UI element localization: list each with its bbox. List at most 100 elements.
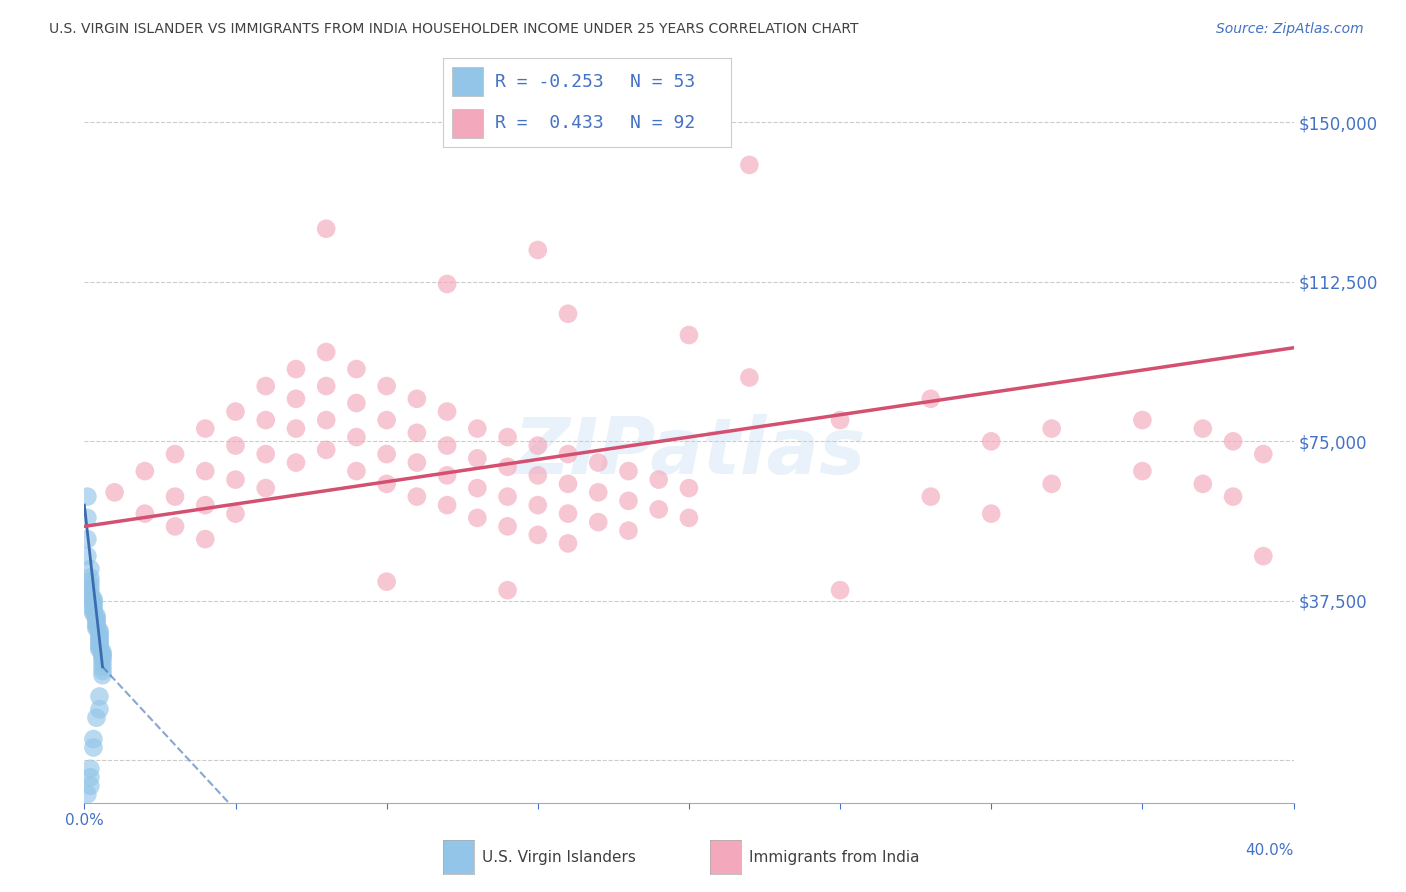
Point — [830, 583, 852, 598]
Point — [76, 787, 98, 801]
Point — [82, 607, 104, 621]
Point — [346, 430, 368, 444]
Point — [86, 622, 108, 636]
Point — [79, 562, 101, 576]
Point — [1040, 476, 1063, 491]
Point — [1222, 490, 1244, 504]
Point — [557, 447, 579, 461]
Point — [91, 668, 114, 682]
Point — [86, 711, 108, 725]
Point — [648, 473, 671, 487]
Point — [436, 498, 458, 512]
Point — [527, 243, 550, 257]
Point — [406, 490, 429, 504]
Point — [82, 740, 104, 755]
Point — [375, 413, 398, 427]
Point — [89, 624, 111, 638]
Point — [86, 615, 108, 629]
Point — [89, 690, 111, 704]
Point — [1253, 447, 1275, 461]
Point — [79, 583, 101, 598]
Point — [1253, 549, 1275, 563]
Text: Immigrants from India: Immigrants from India — [749, 850, 920, 864]
Point — [467, 421, 489, 435]
Point — [225, 404, 247, 418]
Point — [588, 485, 610, 500]
Point — [496, 490, 519, 504]
Point — [436, 439, 458, 453]
Point — [79, 762, 101, 776]
Point — [194, 464, 217, 478]
Point — [496, 430, 519, 444]
Point — [375, 476, 398, 491]
Point — [980, 434, 1002, 449]
Point — [375, 447, 398, 461]
Point — [1192, 476, 1215, 491]
Point — [86, 611, 108, 625]
Point — [1040, 421, 1063, 435]
Point — [89, 625, 111, 640]
Point — [980, 507, 1002, 521]
Point — [467, 481, 489, 495]
Point — [104, 485, 127, 500]
Point — [76, 549, 98, 563]
Point — [89, 628, 111, 642]
Point — [194, 421, 217, 435]
Point — [89, 642, 111, 657]
Point — [285, 392, 308, 406]
Point — [89, 634, 111, 648]
Point — [678, 511, 700, 525]
Point — [79, 587, 101, 601]
Point — [91, 656, 114, 670]
Point — [315, 442, 337, 457]
Point — [86, 613, 108, 627]
Point — [406, 392, 429, 406]
Point — [79, 570, 101, 584]
Point — [496, 519, 519, 533]
Point — [496, 459, 519, 474]
Point — [527, 468, 550, 483]
Point — [436, 468, 458, 483]
Point — [194, 532, 217, 546]
Text: R = -0.253: R = -0.253 — [495, 72, 603, 91]
Point — [225, 473, 247, 487]
Point — [79, 770, 101, 784]
Text: N = 92: N = 92 — [630, 113, 696, 132]
Point — [91, 651, 114, 665]
Point — [82, 596, 104, 610]
Point — [588, 515, 610, 529]
Point — [91, 647, 114, 661]
Point — [86, 617, 108, 632]
Point — [89, 636, 111, 650]
Point — [82, 594, 104, 608]
Point — [254, 481, 277, 495]
Point — [86, 608, 108, 623]
Point — [89, 702, 111, 716]
Point — [496, 583, 519, 598]
Point — [527, 439, 550, 453]
Point — [165, 447, 187, 461]
Point — [82, 604, 104, 618]
Point — [557, 507, 579, 521]
Point — [436, 277, 458, 291]
Point — [285, 421, 308, 435]
Text: 40.0%: 40.0% — [1246, 843, 1294, 858]
Point — [134, 507, 156, 521]
Point — [86, 619, 108, 633]
Point — [315, 413, 337, 427]
Point — [91, 645, 114, 659]
Point — [315, 221, 337, 235]
Point — [89, 639, 111, 653]
Point — [678, 481, 700, 495]
Point — [79, 590, 101, 604]
Point — [91, 649, 114, 664]
Point — [920, 490, 942, 504]
Point — [165, 519, 187, 533]
Point — [617, 464, 640, 478]
Point — [254, 413, 277, 427]
Point — [1130, 413, 1153, 427]
Point — [467, 511, 489, 525]
Point — [225, 439, 247, 453]
Point — [82, 602, 104, 616]
Point — [375, 574, 398, 589]
